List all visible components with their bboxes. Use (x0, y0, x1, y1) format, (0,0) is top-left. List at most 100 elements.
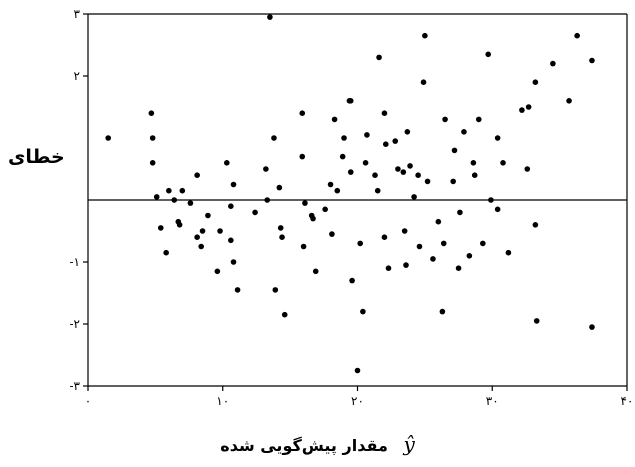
data-point (263, 166, 269, 172)
data-point (228, 203, 234, 209)
data-point (217, 228, 223, 234)
data-point (322, 206, 328, 213)
data-point (149, 160, 156, 166)
data-point (299, 110, 306, 116)
x-axis-label-text: مقدار پیش‌گویی شده (220, 436, 388, 455)
data-point (374, 187, 381, 194)
data-point (424, 178, 431, 185)
data-point (214, 268, 221, 275)
x-axis-label-symbol: ŷ (403, 432, 415, 456)
data-point (485, 51, 492, 58)
axis-ticks: ۰ ۱۰ ۲۰ ۳۰ ۴۰ ۳ ۲ -۱ -۲ -۳ (70, 7, 634, 408)
data-point (466, 253, 473, 259)
data-point (401, 228, 408, 234)
data-point (281, 311, 288, 318)
data-point (205, 212, 211, 219)
data-point (234, 287, 241, 293)
data-point (148, 110, 155, 116)
data-point (435, 218, 442, 225)
data-point (550, 60, 556, 67)
data-point (440, 240, 447, 247)
data-point (299, 153, 306, 160)
data-point (277, 225, 284, 231)
data-point (228, 237, 234, 244)
data-point (420, 79, 427, 85)
data-point (400, 169, 407, 175)
data-point (105, 135, 112, 141)
x-tick-label: ۴۰ (621, 394, 634, 408)
data-point (230, 181, 237, 188)
data-point (519, 107, 525, 113)
data-point (327, 181, 334, 188)
data-point (312, 268, 319, 275)
data-point (166, 187, 172, 194)
data-point (500, 160, 506, 166)
data-point (163, 249, 169, 256)
x-tick-label: ۱۰ (216, 394, 229, 408)
x-tick-label: ۰ (85, 394, 91, 408)
data-point (451, 147, 458, 154)
data-point (589, 57, 595, 64)
data-point (176, 222, 183, 228)
data-point (480, 240, 486, 247)
data-point (450, 178, 456, 185)
data-point (157, 225, 164, 231)
data-point (455, 265, 462, 272)
data-point (442, 116, 448, 123)
data-point (357, 240, 363, 247)
data-point (149, 135, 156, 141)
data-point (349, 277, 355, 284)
data-point (532, 222, 539, 228)
data-point (376, 54, 382, 61)
data-point (276, 184, 283, 191)
data-point (339, 153, 346, 160)
data-point (524, 166, 531, 172)
data-point (300, 243, 307, 250)
data-point (475, 116, 482, 123)
data-point (334, 187, 341, 194)
data-point (179, 187, 186, 194)
x-tick-label: ۲۰ (351, 394, 364, 408)
data-point (411, 194, 417, 200)
data-point (505, 249, 512, 256)
data-point (532, 79, 539, 85)
data-point (385, 265, 392, 272)
data-point (362, 160, 369, 166)
y-tick-label: -۳ (70, 379, 81, 393)
data-point (279, 234, 285, 240)
data-point (403, 262, 409, 268)
data-point (439, 308, 446, 315)
data-point (267, 14, 273, 20)
data-point (194, 234, 200, 240)
data-point (153, 194, 160, 200)
data-point (230, 259, 237, 265)
y-tick-label: -۲ (70, 317, 81, 331)
y-axis-label: خطای (8, 146, 65, 168)
data-point (415, 172, 421, 178)
data-point (430, 256, 436, 262)
data-point (198, 243, 204, 250)
data-point (347, 169, 354, 175)
data-point (533, 318, 540, 324)
data-point (381, 234, 388, 240)
data-point (329, 231, 335, 237)
x-axis-label: مقدار پیش‌گویی شده ŷ (0, 432, 635, 456)
y-tick-label: ۳ (74, 7, 81, 21)
data-point (461, 129, 467, 135)
data-point (187, 200, 194, 206)
data-point (392, 138, 399, 144)
data-point (252, 209, 258, 216)
data-point (347, 98, 354, 104)
data-point (416, 243, 423, 250)
data-point (422, 32, 428, 39)
data-point (407, 163, 413, 169)
data-point (194, 172, 200, 178)
data-point (589, 324, 595, 330)
data-point (525, 104, 532, 110)
data-point (404, 129, 411, 135)
data-point (360, 308, 366, 315)
y-tick-label: -۱ (70, 255, 81, 269)
data-point (471, 172, 478, 178)
data-point (354, 367, 361, 374)
